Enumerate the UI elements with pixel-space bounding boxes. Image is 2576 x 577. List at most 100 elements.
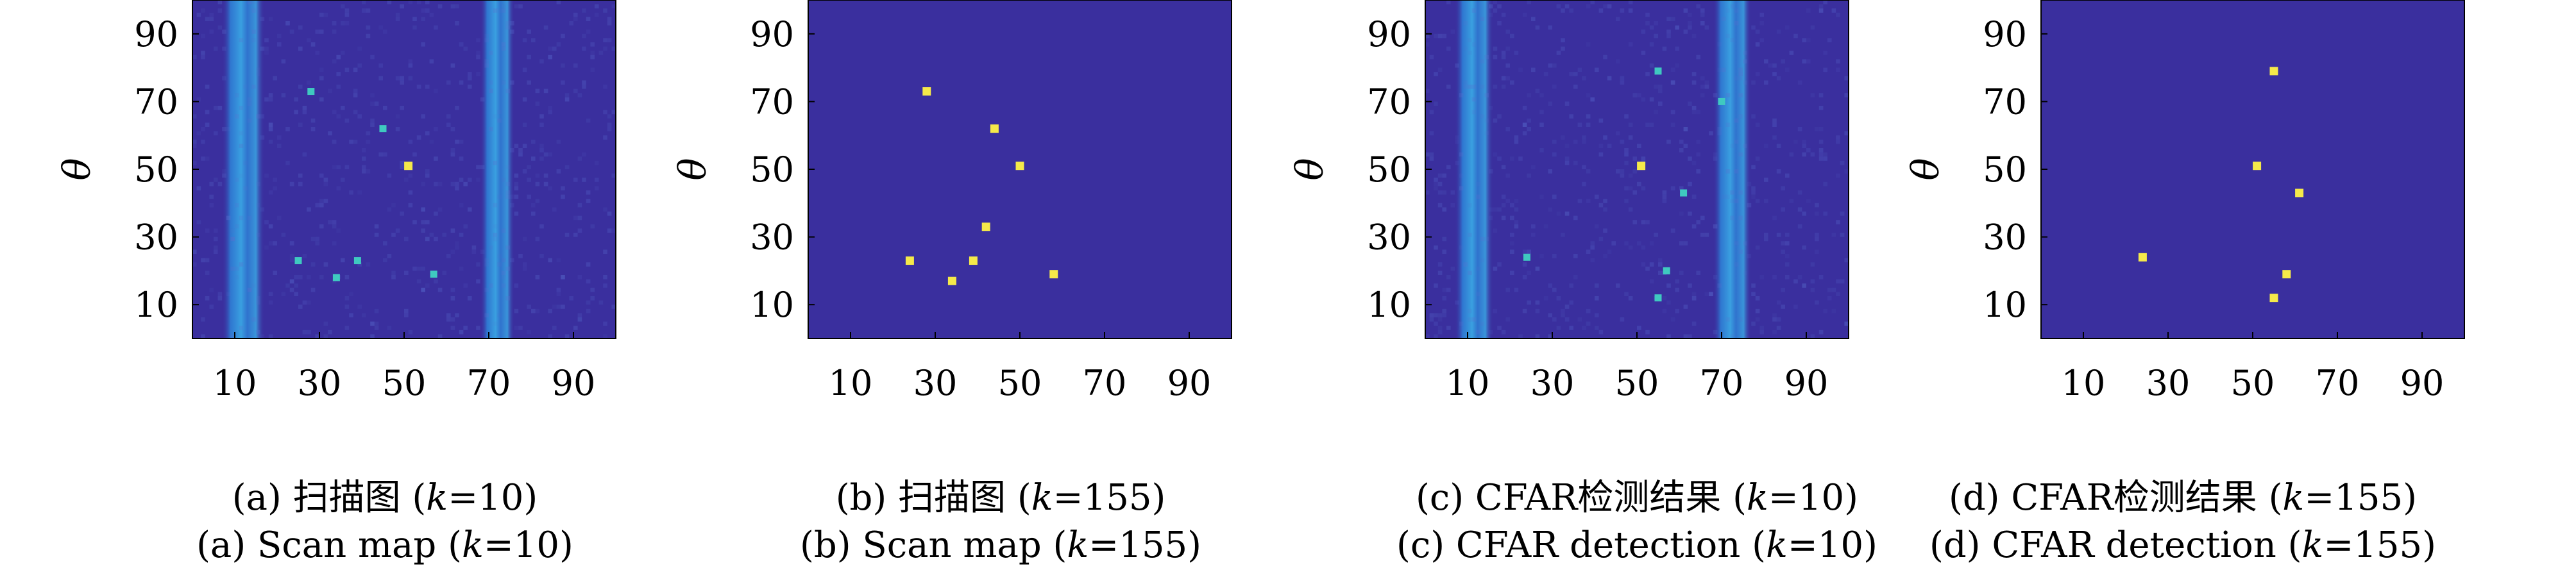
panel-a: 10305070901030507090rθ <box>55 0 616 397</box>
x-tick-label: 30 <box>298 363 342 397</box>
target-point <box>430 271 437 278</box>
y-tick-label: 30 <box>1983 217 2027 258</box>
y-tick-label: 90 <box>1367 14 1411 54</box>
y-tick-label: 90 <box>1983 14 2027 54</box>
streak-band <box>1713 0 1752 339</box>
caption-b-en: (b) Scan map (k=155) <box>800 524 1201 566</box>
target-point <box>1049 270 1058 279</box>
target-point <box>1654 294 1662 302</box>
x-tick-label: 10 <box>2062 363 2106 397</box>
plot-area-c <box>1425 0 1849 339</box>
caption-a: (a) 扫描图 (k=10) (a) Scan map (k=10) <box>0 474 770 569</box>
y-tick-label: 10 <box>750 285 794 325</box>
x-tick-label: 50 <box>1615 363 1659 397</box>
caption-d: (d) CFAR检测结果 (k=155) (d) CFAR detection … <box>1790 474 2576 569</box>
y-tick-label: 50 <box>1983 149 2027 190</box>
y-axis-label: θ <box>55 158 99 181</box>
y-tick-label: 70 <box>134 81 178 122</box>
plot-area-b <box>808 0 1232 339</box>
y-tick-label: 70 <box>1367 81 1411 122</box>
y-tick-label: 30 <box>750 217 794 258</box>
target-point <box>947 276 956 285</box>
caption-d-en: (d) CFAR detection (k=155) <box>1929 524 2437 566</box>
y-tick-label: 70 <box>1983 81 2027 122</box>
caption-b-cn: (b) 扫描图 (k=155) <box>835 477 1166 519</box>
x-tick-label: 50 <box>2231 363 2275 397</box>
x-tick-label: 30 <box>913 363 958 397</box>
panel-c: 10305070901030507090rθ <box>1288 0 1849 397</box>
target-point <box>2269 294 2278 303</box>
x-tick-label: 90 <box>2400 363 2445 397</box>
plot-area-d <box>2041 0 2464 339</box>
target-point <box>379 125 387 133</box>
y-tick-label: 50 <box>134 149 178 190</box>
x-tick-label: 50 <box>382 363 427 397</box>
streak-band <box>480 0 514 339</box>
target-point <box>981 222 990 231</box>
x-tick-label: 90 <box>1167 363 1212 397</box>
caption-b: (b) 扫描图 (k=155) (b) Scan map (k=155) <box>616 474 1385 569</box>
y-tick-label: 10 <box>1367 285 1411 325</box>
y-tick-label: 90 <box>134 14 178 54</box>
heatmap-background <box>2041 0 2464 339</box>
x-tick-label: 30 <box>1530 363 1575 397</box>
target-point <box>990 124 999 133</box>
y-tick-label: 10 <box>134 285 178 325</box>
caption-c-cn: (c) CFAR检测结果 (k=10) <box>1416 477 1858 519</box>
target-point <box>404 162 413 171</box>
x-tick-label: 70 <box>2316 363 2360 397</box>
caption-c-en: (c) CFAR detection (k=10) <box>1396 524 1877 566</box>
y-tick-label: 10 <box>1983 285 2027 325</box>
x-tick-label: 70 <box>1083 363 1127 397</box>
target-point <box>2282 270 2291 279</box>
caption-d-cn: (d) CFAR检测结果 (k=155) <box>1948 477 2418 519</box>
target-point <box>922 87 931 96</box>
y-tick-label: 70 <box>750 81 794 122</box>
target-point <box>2253 162 2262 171</box>
x-tick-label: 90 <box>552 363 596 397</box>
panel-b: 10305070901030507090rθ <box>671 0 1232 397</box>
target-point <box>1663 267 1670 274</box>
y-axis-label: θ <box>1288 158 1332 181</box>
y-tick-label: 50 <box>1367 149 1411 190</box>
noise-speckle <box>1425 0 1849 339</box>
plot-area-a <box>192 0 616 339</box>
target-point <box>905 256 914 265</box>
target-point <box>2138 253 2147 262</box>
target-point <box>2269 67 2278 76</box>
noise-speckle <box>192 0 616 339</box>
y-tick-label: 30 <box>1367 217 1411 258</box>
x-tick-label: 10 <box>829 363 873 397</box>
target-point <box>1523 253 1530 261</box>
caption-a-cn: (a) 扫描图 (k=10) <box>232 477 538 519</box>
caption-a-en: (a) Scan map (k=10) <box>196 524 573 566</box>
target-point <box>1680 189 1688 197</box>
x-tick-label: 10 <box>1446 363 1490 397</box>
x-tick-label: 70 <box>467 363 511 397</box>
target-point <box>1637 162 1646 171</box>
y-axis-label: θ <box>1904 158 1947 181</box>
target-point <box>2295 188 2304 197</box>
y-tick-label: 90 <box>750 14 794 54</box>
target-point <box>294 257 302 265</box>
target-point <box>307 88 315 96</box>
x-tick-label: 30 <box>2146 363 2190 397</box>
target-point <box>1718 97 1725 105</box>
streak-band <box>1455 0 1493 339</box>
target-point <box>1015 162 1024 171</box>
target-point <box>353 257 361 265</box>
heatmap-background <box>1425 0 1849 339</box>
caption-c: (c) CFAR检测结果 (k=10) (c) CFAR detection (… <box>1233 474 2041 569</box>
streak-band <box>222 0 265 339</box>
y-tick-label: 30 <box>134 217 178 258</box>
x-tick-label: 50 <box>998 363 1042 397</box>
target-point <box>332 274 340 281</box>
x-tick-label: 90 <box>1784 363 1829 397</box>
y-axis-label: θ <box>671 158 715 181</box>
x-tick-label: 10 <box>213 363 257 397</box>
y-tick-label: 50 <box>750 149 794 190</box>
x-tick-label: 70 <box>1700 363 1744 397</box>
target-point <box>969 256 978 265</box>
target-point <box>1654 67 1662 75</box>
